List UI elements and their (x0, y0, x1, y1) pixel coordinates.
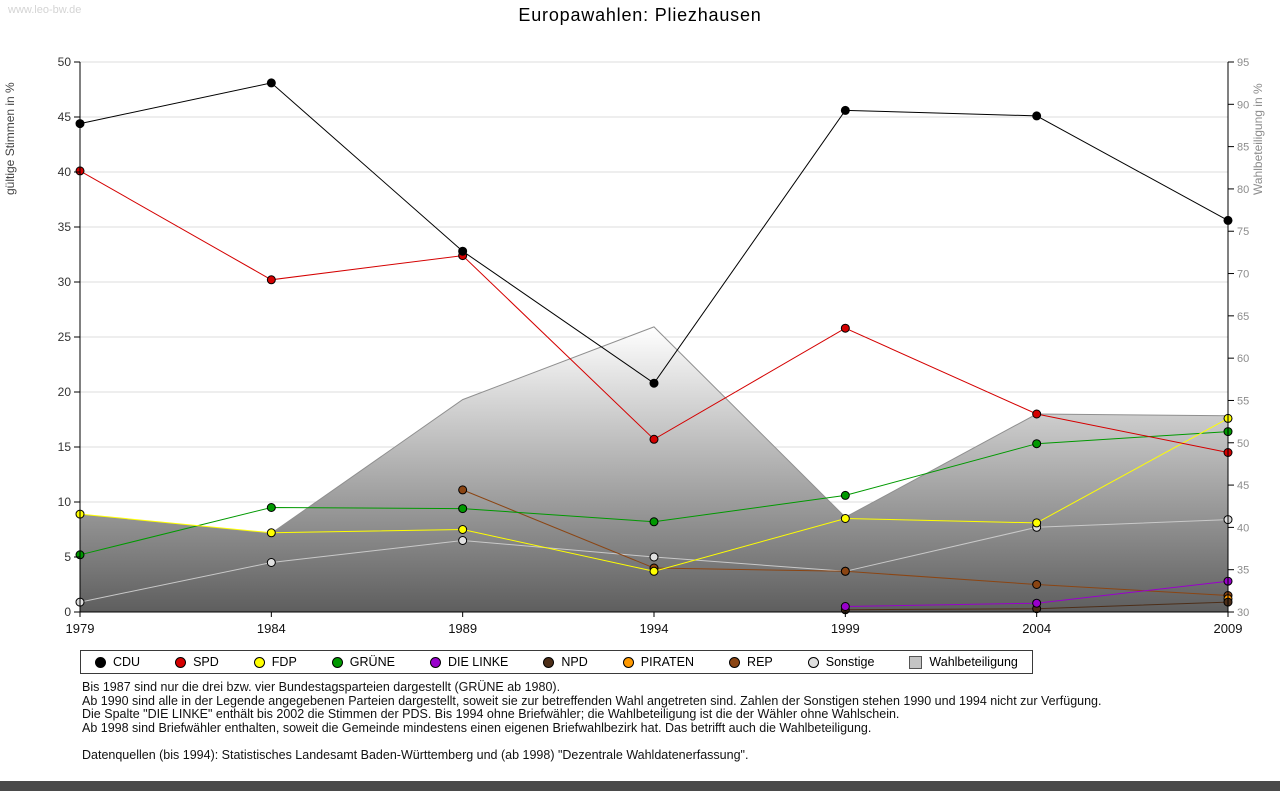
svg-text:65: 65 (1237, 311, 1249, 323)
legend: CDU SPD FDP GRÜNE DIE LINKE NPD PIRATEN REP Sons… (80, 650, 1033, 674)
legend-label-cdu: CDU (113, 655, 141, 669)
svg-text:2004: 2004 (1022, 621, 1051, 636)
legend-swatch-rep (729, 656, 741, 668)
legend-item-gr-ne: GRÜNE (331, 655, 395, 669)
footnote-line: Bis 1987 sind nur die drei bzw. vier Bun… (82, 680, 561, 694)
svg-text:50: 50 (58, 55, 72, 69)
left-axis-label: gültige Stimmen in % (3, 82, 17, 195)
legend-item-cdu: CDU (95, 655, 140, 669)
svg-text:1984: 1984 (257, 621, 286, 636)
legend-swatch-wahlbeteiligung (909, 655, 923, 669)
svg-text:35: 35 (58, 220, 72, 234)
footnotes: Bis 1987 sind nur die drei bzw. vier Bun… (82, 680, 1102, 763)
right-axis-label: Wahlbeteiligung in % (1251, 83, 1265, 195)
svg-text:15: 15 (58, 440, 72, 454)
watermark: www.leo-bw.de (8, 4, 82, 16)
legend-item-npd: NPD (543, 655, 588, 669)
footnote-line: Die Spalte "DIE LINKE" enthält bis 2002 … (82, 707, 900, 721)
legend-label-npd: NPD (561, 655, 588, 669)
legend-swatch-sonstige (807, 656, 819, 668)
footnote-line: Ab 1990 sind alle in der Legende angegeb… (82, 693, 1102, 708)
legend-item-fdp: FDP (253, 655, 297, 669)
svg-text:35: 35 (1237, 565, 1249, 577)
chart-svg: gültige Stimmen in % Wahlbeteiligung in … (3, 55, 1265, 636)
series-fdp (75, 413, 1233, 576)
svg-text:30: 30 (58, 275, 72, 289)
legend-item-die-linke: DIE LINKE (429, 655, 509, 669)
svg-text:45: 45 (1237, 480, 1249, 492)
legend-item-wahlbeteiligung: Wahlbeteiligung (909, 655, 1018, 669)
svg-text:5: 5 (64, 550, 71, 564)
legend-label-fdp: FDP (271, 655, 297, 669)
tick-labels: 0 5 10 15 20 25 30 35 40 45 50 30 35 40 45 50 55 60 65 70 75… (58, 55, 1250, 636)
svg-text:1979: 1979 (66, 621, 95, 636)
svg-text:30: 30 (1237, 607, 1249, 619)
legend-label-die-linke: DIE LINKE (447, 655, 509, 669)
svg-text:0: 0 (64, 605, 71, 619)
svg-text:80: 80 (1237, 184, 1249, 196)
svg-text:95: 95 (1237, 57, 1249, 69)
svg-text:2009: 2009 (1214, 621, 1243, 636)
legend-item-sonstige: Sonstige (807, 655, 875, 669)
series-die-linke (840, 576, 1233, 611)
legend-swatch-gr-ne (331, 656, 343, 668)
source-line: Datenquellen (bis 1994): Statistisches L… (82, 748, 749, 762)
svg-text:55: 55 (1237, 395, 1249, 407)
bottom-bar (0, 781, 1280, 791)
legend-label-rep: REP (747, 655, 773, 669)
legend-label-spd: SPD (193, 655, 219, 669)
svg-text:75: 75 (1237, 226, 1249, 238)
svg-text:70: 70 (1237, 269, 1249, 281)
svg-text:60: 60 (1237, 353, 1249, 365)
legend-swatch-fdp (253, 656, 265, 668)
legend-item-spd: SPD (175, 655, 219, 669)
svg-text:25: 25 (58, 330, 72, 344)
svg-text:20: 20 (58, 385, 72, 399)
svg-text:1994: 1994 (640, 621, 669, 636)
legend-swatch-spd (175, 656, 187, 668)
legend-swatch-npd (543, 656, 555, 668)
footnote-line: Ab 1998 sind Briefwähler enthalten, sowe… (82, 720, 872, 735)
legend-label-gr-ne: GRÜNE (349, 655, 395, 669)
legend-item-rep: REP (729, 655, 773, 669)
svg-text:40: 40 (1237, 522, 1249, 534)
legend-swatch-cdu (95, 656, 106, 668)
legend-label-wahlbeteiligung: Wahlbeteiligung (929, 655, 1018, 669)
svg-text:10: 10 (58, 495, 72, 509)
svg-text:50: 50 (1237, 438, 1249, 450)
legend-item-piraten: PIRATEN (622, 655, 695, 669)
legend-swatch-die-linke (429, 656, 441, 668)
legend-label-piraten: PIRATEN (640, 655, 695, 669)
svg-text:1999: 1999 (831, 621, 860, 636)
svg-text:1989: 1989 (448, 621, 477, 636)
legend-swatch-piraten (622, 656, 634, 668)
svg-text:85: 85 (1237, 142, 1249, 154)
page-title: Europawahlen: Pliezhausen (518, 5, 762, 25)
svg-text:40: 40 (58, 165, 72, 179)
svg-text:45: 45 (58, 110, 72, 124)
legend-label-sonstige: Sonstige (825, 655, 875, 669)
svg-text:90: 90 (1237, 99, 1249, 111)
